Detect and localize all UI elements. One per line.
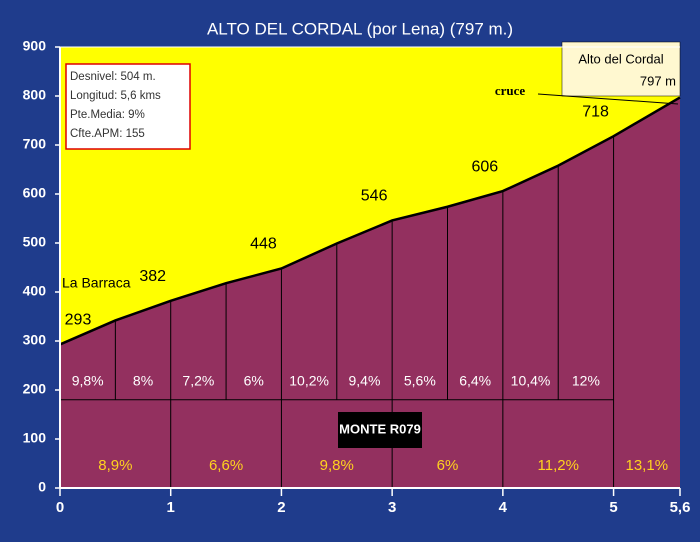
- y-tick-label: 700: [23, 136, 47, 152]
- x-tick-label: 1: [167, 499, 175, 516]
- x-tick-label: 0: [56, 499, 64, 516]
- profile-line: [59, 96, 681, 346]
- info-box: [65, 63, 191, 150]
- km-gradient: 9,8%: [320, 457, 354, 474]
- km-gradient: 6%: [437, 457, 459, 474]
- info-line: Pte.Media: 9%: [70, 109, 145, 121]
- info-line: Cfte.APM: 155: [70, 128, 145, 140]
- y-tick-label: 0: [38, 479, 46, 495]
- y-tick-label: 200: [23, 381, 47, 397]
- summit-name: Alto del Cordal: [578, 51, 663, 66]
- y-tick-label: 100: [23, 430, 47, 446]
- profile-area: [60, 97, 680, 488]
- elevation-label: 546: [361, 188, 388, 205]
- half-km-gradient: 7,2%: [182, 373, 214, 389]
- km-gradient: 11,2%: [538, 457, 579, 474]
- badge-box: [338, 412, 422, 448]
- summit-elevation: 797 m: [640, 73, 676, 88]
- elevation-label: 448: [250, 236, 277, 253]
- y-tick-label: 600: [23, 185, 47, 201]
- km-gradient: 13,1%: [626, 457, 669, 474]
- half-km-gradient: 10,4%: [511, 373, 551, 389]
- half-km-gradient: 10,2%: [289, 373, 329, 389]
- x-tick-label: 5,6: [670, 499, 691, 516]
- elevation-label: 606: [472, 158, 499, 175]
- x-tick-label: 3: [388, 499, 396, 516]
- elevation-label: 293: [65, 312, 92, 329]
- x-tick-label: 4: [499, 499, 508, 516]
- summit-box: [561, 41, 681, 97]
- half-km-gradient: 6,4%: [459, 373, 491, 389]
- elevation-label: 382: [139, 268, 166, 285]
- km-gradient: 8,9%: [98, 457, 132, 474]
- x-tick-label: 5: [609, 499, 617, 516]
- y-tick-label: 500: [23, 234, 47, 250]
- half-km-gradient: 8%: [133, 373, 153, 389]
- half-km-gradient: 9,4%: [349, 373, 381, 389]
- info-line: Desnivel: 504 m.: [70, 71, 156, 83]
- y-tick-label: 300: [23, 332, 47, 348]
- half-km-gradient: 6%: [244, 373, 264, 389]
- junction-pointer: [537, 93, 679, 105]
- half-km-gradient: 12%: [572, 373, 600, 389]
- junction-label: cruce: [495, 83, 526, 98]
- half-km-gradient: 5,6%: [404, 373, 436, 389]
- elevation-label: 718: [582, 103, 609, 120]
- y-tick-label: 900: [23, 38, 47, 54]
- info-line: Longitud: 5,6 kms: [70, 90, 161, 102]
- y-tick-label: 400: [23, 283, 47, 299]
- chart-title: ALTO DEL CORDAL (por Lena) (797 m.): [207, 19, 513, 38]
- badge-text: MONTE R079: [339, 421, 421, 436]
- start-label: La Barraca: [62, 275, 131, 291]
- x-tick-label: 2: [277, 499, 285, 516]
- km-gradient: 6,6%: [209, 457, 243, 474]
- y-tick-label: 800: [23, 87, 47, 103]
- half-km-gradient: 9,8%: [72, 373, 104, 389]
